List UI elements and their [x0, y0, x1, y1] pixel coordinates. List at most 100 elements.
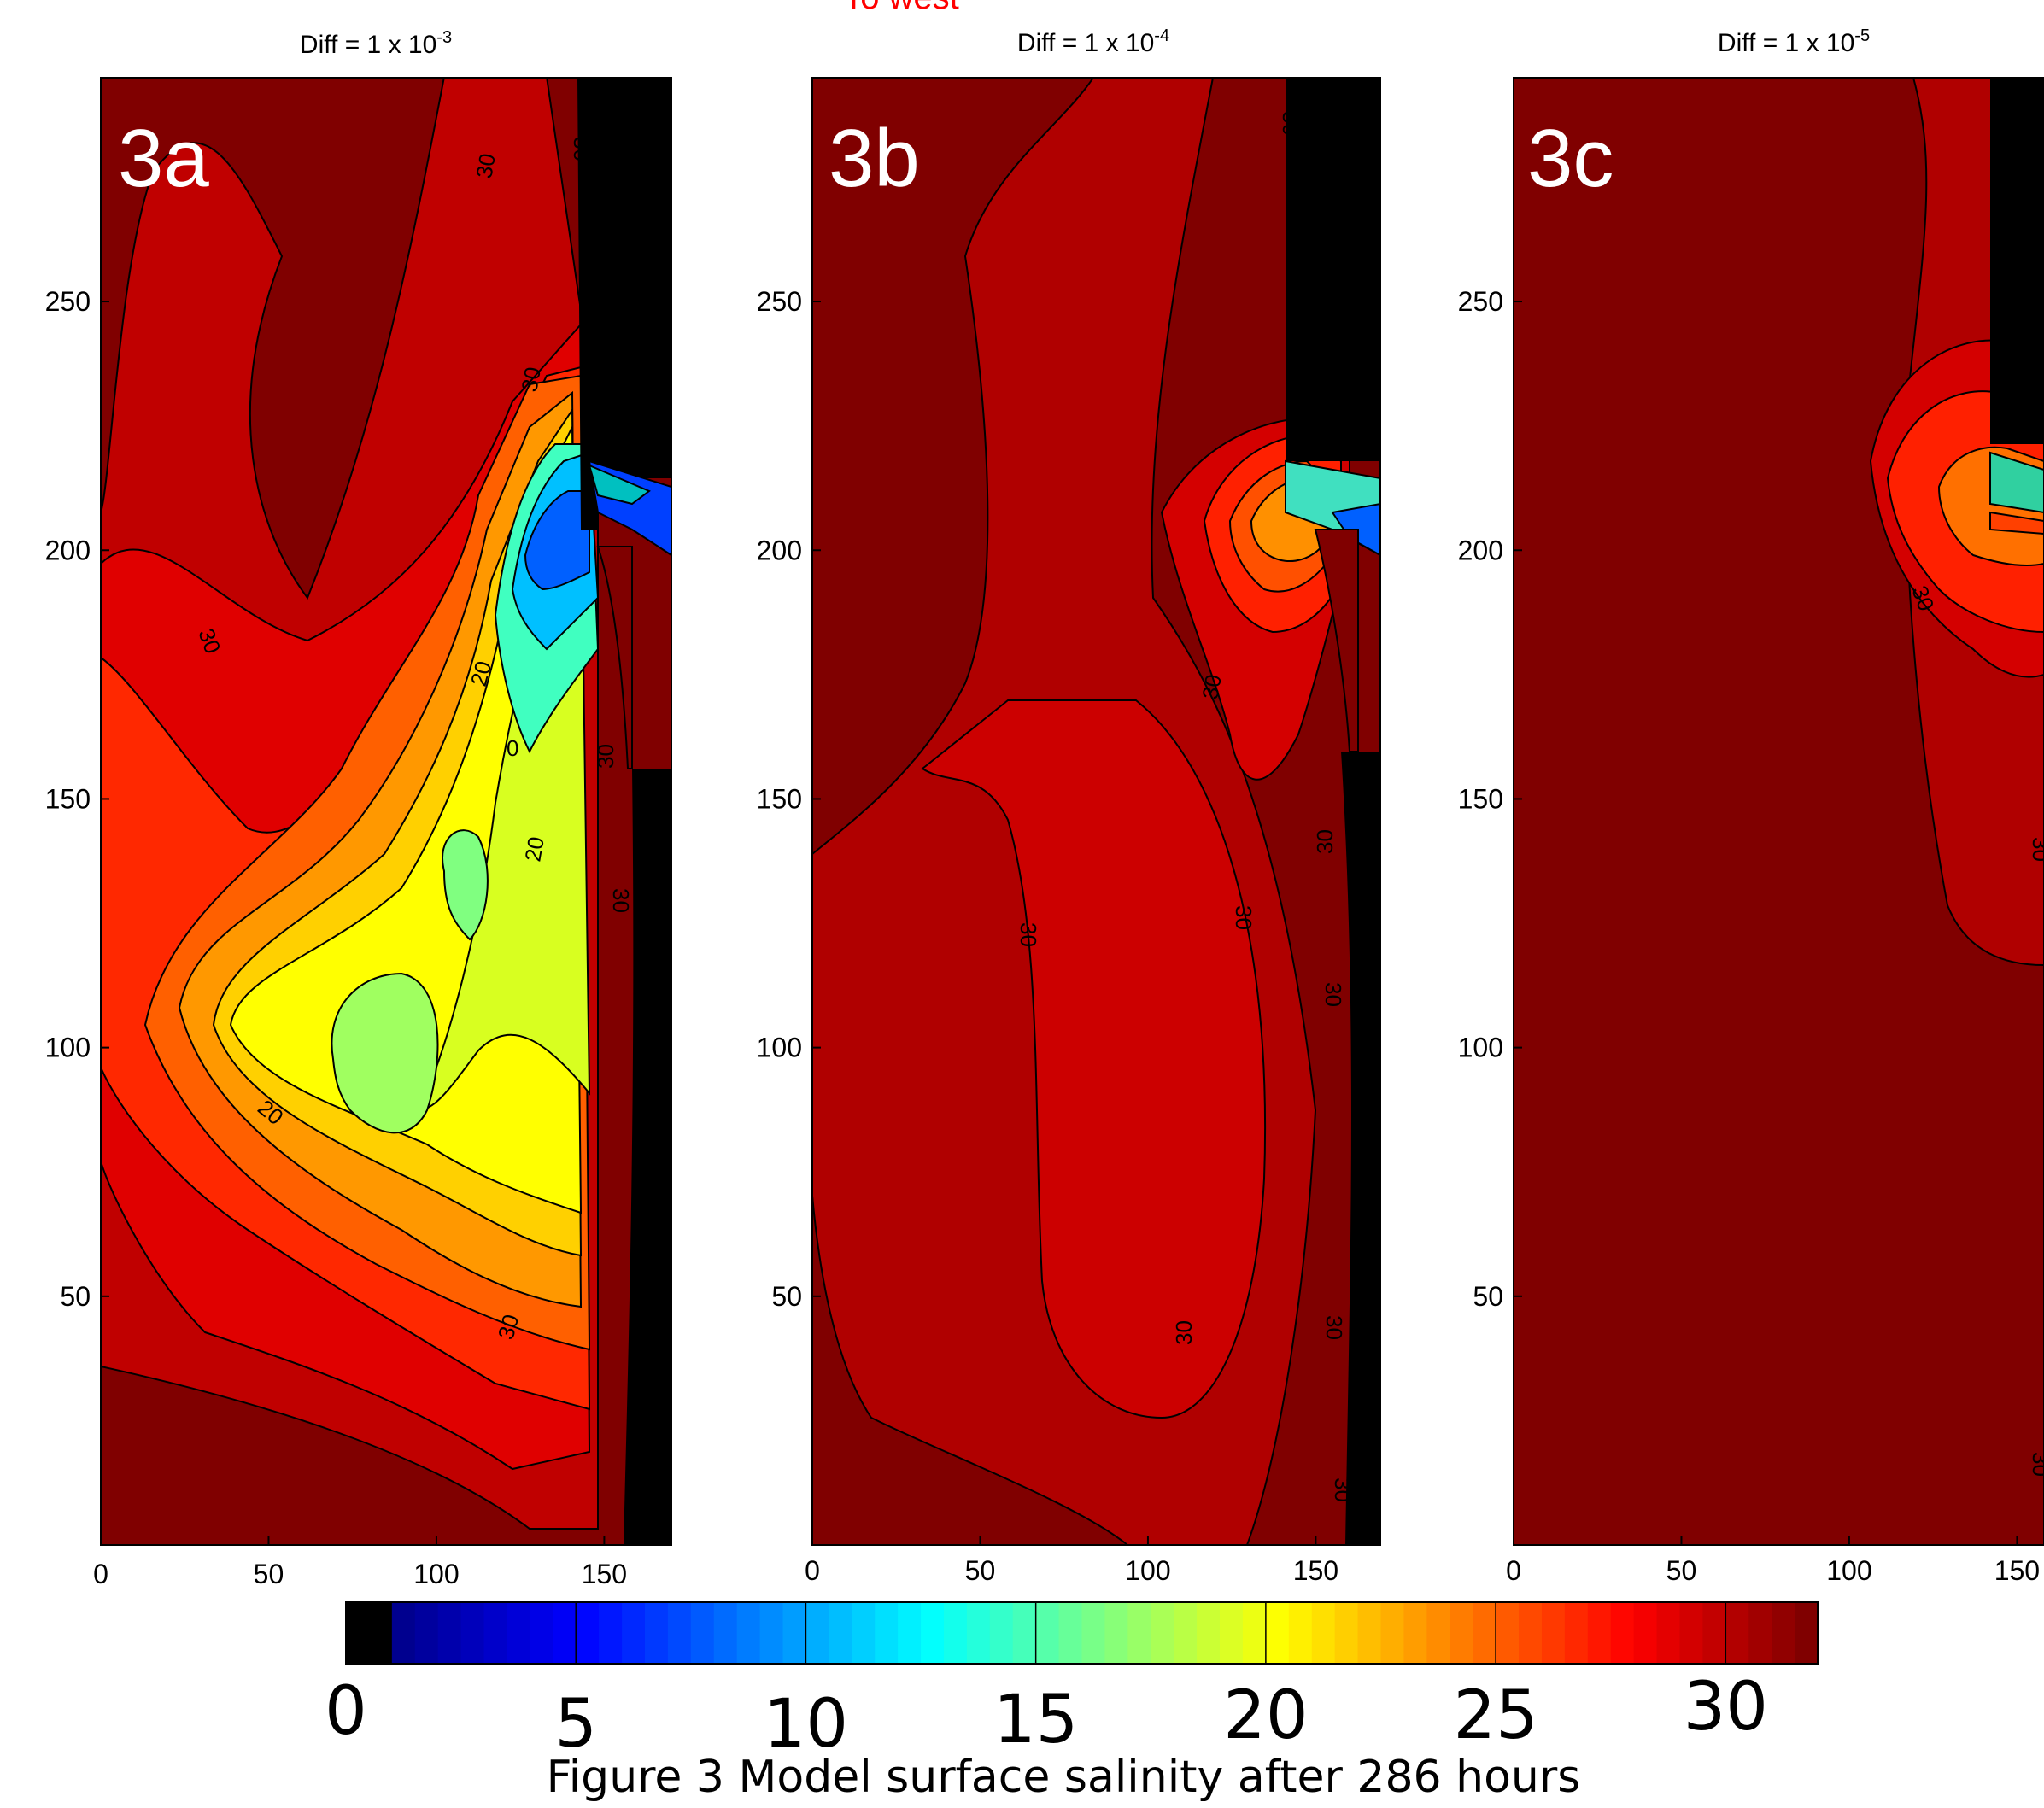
- y-tick-label: 100: [1458, 1033, 1503, 1063]
- colorbar-swatch: [759, 1602, 784, 1664]
- colorbar-swatch: [1496, 1602, 1520, 1664]
- colorbar-swatch: [1795, 1602, 1819, 1664]
- y-tick-label: 50: [60, 1281, 91, 1312]
- colorbar-swatch: [690, 1602, 715, 1664]
- colorbar-swatch: [875, 1602, 899, 1664]
- colorbar-swatch: [644, 1602, 669, 1664]
- panel-c-contour-label: 30: [2028, 1452, 2044, 1477]
- y-tick-label: 150: [1458, 783, 1503, 814]
- colorbar-tick-label: 25: [1453, 1677, 1537, 1754]
- x-tick-label: 100: [1826, 1555, 1871, 1586]
- colorbar-swatch: [1220, 1602, 1244, 1664]
- colorbar-swatch: [391, 1602, 416, 1664]
- colorbar-swatch: [576, 1602, 600, 1664]
- colorbar-swatch: [1151, 1602, 1174, 1664]
- colorbar-swatch: [1656, 1602, 1681, 1664]
- colorbar-swatch: [1541, 1602, 1566, 1664]
- panel-b-contour-label: 30: [1330, 1477, 1356, 1502]
- colorbar-swatch: [713, 1602, 738, 1664]
- colorbar-swatch: [437, 1602, 462, 1664]
- top-note: To west: [843, 0, 959, 16]
- colorbar-swatch: [553, 1602, 577, 1664]
- y-tick-label: 150: [757, 783, 802, 814]
- panel-a-contour-label: 30: [608, 888, 634, 913]
- y-tick-label: 100: [757, 1033, 802, 1063]
- colorbar-swatch: [1748, 1602, 1772, 1664]
- panel-c-plot: [1514, 78, 2044, 1545]
- panel-c-label: 3c: [1527, 113, 1614, 204]
- colorbar-swatch: [1473, 1602, 1496, 1664]
- colorbar-swatch: [1587, 1602, 1612, 1664]
- y-tick-label: 200: [45, 535, 91, 565]
- colorbar-swatch: [667, 1602, 692, 1664]
- y-tick-label: 200: [757, 535, 802, 565]
- colorbar-swatch: [1058, 1602, 1083, 1664]
- colorbar-swatch: [1265, 1602, 1290, 1664]
- panel-b-title-exp: -4: [1154, 26, 1169, 45]
- x-tick-label: 50: [1666, 1555, 1697, 1586]
- colorbar-swatch: [1403, 1602, 1427, 1664]
- colorbar-swatch: [1633, 1602, 1658, 1664]
- panel-b-frame: [811, 77, 1381, 1546]
- panel-a-plot: [101, 78, 671, 1545]
- colorbar-swatch: [921, 1602, 945, 1664]
- panel-a-contour-label: 30: [569, 137, 594, 161]
- colorbar-swatch: [989, 1602, 1014, 1664]
- colorbar-swatch: [898, 1602, 922, 1664]
- colorbar-swatch: [346, 1602, 370, 1664]
- panel-a-contour-label: 0: [507, 735, 518, 761]
- colorbar-swatch: [1679, 1602, 1703, 1664]
- colorbar-swatch: [1197, 1602, 1221, 1664]
- panel-b-contour-label: 30: [1231, 905, 1256, 930]
- colorbar-swatch: [1450, 1602, 1473, 1664]
- y-tick-label: 50: [771, 1281, 802, 1312]
- colorbar-tick-label: 0: [325, 1673, 367, 1750]
- colorbar-swatch: [1564, 1602, 1589, 1664]
- x-tick-label: 50: [965, 1555, 996, 1586]
- panel-b-title: Diff = 1 x 10-4: [1017, 26, 1169, 57]
- panel-a-title: Diff = 1 x 10-3: [300, 28, 452, 59]
- colorbar-swatch: [1104, 1602, 1128, 1664]
- colorbar-swatch: [414, 1602, 439, 1664]
- colorbar-tick-labels: 0 5 10 15 20 25 30: [325, 1669, 1768, 1763]
- x-tick-label: 150: [582, 1559, 627, 1589]
- y-tick-label: 150: [45, 783, 91, 814]
- colorbar-swatch: [966, 1602, 991, 1664]
- panel-c-title-exp: -5: [1854, 26, 1870, 45]
- x-tick-label: 100: [1125, 1555, 1170, 1586]
- colorbar-swatch: [1702, 1602, 1726, 1664]
- panel-b-contour-label: 30: [1321, 982, 1346, 1007]
- colorbar-swatch: [1426, 1602, 1450, 1664]
- colorbar-tick-label: 30: [1684, 1669, 1768, 1746]
- panel-a-frame: [100, 77, 672, 1546]
- colorbar-swatch: [368, 1602, 393, 1664]
- colorbar-swatch: [1334, 1602, 1359, 1664]
- colorbar-swatch: [1725, 1602, 1749, 1664]
- panel-a-title-text: Diff = 1 x 10: [300, 31, 436, 59]
- colorbar-swatch: [1610, 1602, 1635, 1664]
- panel-b-contour-label: 30: [1312, 829, 1338, 854]
- colorbar-swatch: [622, 1602, 646, 1664]
- colorbar-swatch: [1311, 1602, 1336, 1664]
- colorbar-swatch: [1772, 1602, 1795, 1664]
- x-tick-label: 100: [413, 1559, 459, 1589]
- colorbar-swatch: [460, 1602, 485, 1664]
- colorbar-swatch: [1242, 1602, 1267, 1664]
- colorbar-swatch: [1174, 1602, 1198, 1664]
- panel-b-contour-label: 30: [1321, 1315, 1347, 1340]
- colorbar-tick-label: 10: [764, 1686, 848, 1763]
- panel-b-contour-label: 30: [1016, 922, 1041, 947]
- panel-b-contour-label: 30: [1197, 672, 1227, 701]
- colorbar-swatch: [483, 1602, 508, 1664]
- colorbar-swatch: [782, 1602, 807, 1664]
- panel-c-frame: [1513, 77, 2044, 1546]
- colorbar-swatch: [1127, 1602, 1151, 1664]
- colorbar-swatch: [530, 1602, 553, 1664]
- panel-b-plot: [812, 78, 1380, 1545]
- panel-a-contour-label: 30: [516, 365, 546, 394]
- colorbar-swatch: [736, 1602, 761, 1664]
- x-tick-label: 0: [805, 1555, 820, 1586]
- colorbar-tick-label: 5: [554, 1686, 597, 1763]
